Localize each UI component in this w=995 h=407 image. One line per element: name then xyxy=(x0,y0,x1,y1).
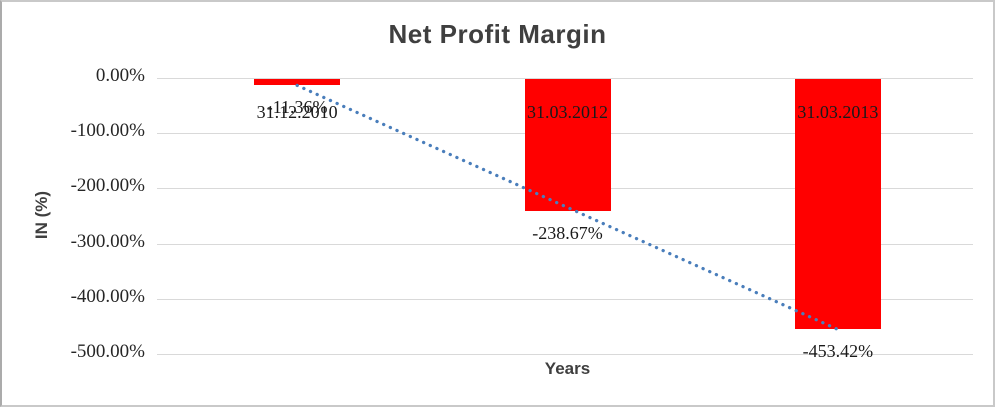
y-gridline xyxy=(157,78,973,79)
y-axis-title: IN (%) xyxy=(32,190,51,240)
chart-title: Net Profit Margin xyxy=(388,19,607,49)
y-tick-label: -100.00% xyxy=(70,120,145,142)
y-tick-label: -300.00% xyxy=(70,230,145,252)
bar-data-label: -453.42% xyxy=(802,341,874,362)
y-tick-label: -200.00% xyxy=(70,175,145,197)
y-tick-label: -500.00% xyxy=(70,341,145,362)
bar-category-label: 31.03.2012 xyxy=(527,102,608,122)
bar-31.03.2012 xyxy=(524,79,611,211)
bar-data-label: -11.36% xyxy=(266,97,328,118)
x-axis-title: Years xyxy=(544,359,591,378)
y-tick-label: 0.00% xyxy=(95,65,145,86)
bar-data-label: -238.67% xyxy=(532,222,603,243)
bar-31.12.2010 xyxy=(254,79,341,86)
y-gridline xyxy=(157,354,973,355)
bar-category-label: 31.03.2013 xyxy=(797,102,879,122)
y-tick-label: -400.00% xyxy=(70,285,145,307)
